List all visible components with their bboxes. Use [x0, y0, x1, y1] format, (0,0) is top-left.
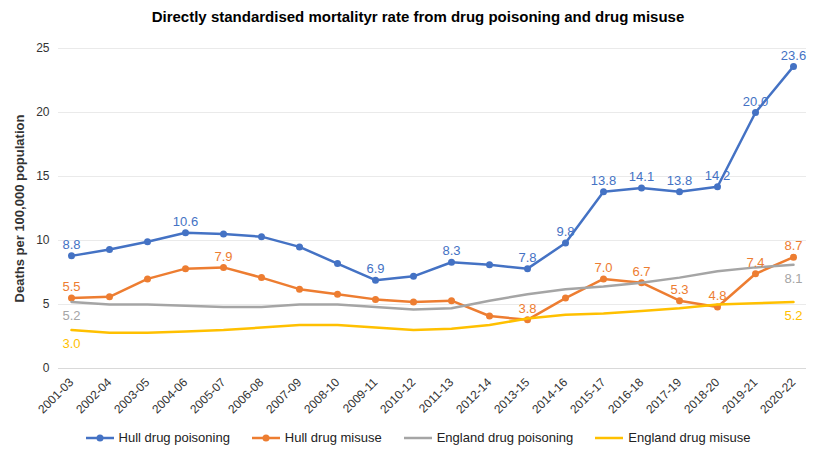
svg-text:3.0: 3.0	[62, 336, 80, 351]
svg-text:2019-21: 2019-21	[719, 375, 760, 416]
svg-text:2004-06: 2004-06	[149, 375, 190, 416]
svg-text:0: 0	[43, 361, 50, 375]
svg-text:7.8: 7.8	[518, 250, 536, 265]
html-text:England drug misuse: England drug misuse	[628, 430, 751, 445]
svg-text:2020-22: 2020-22	[757, 375, 798, 416]
svg-text:2008-10: 2008-10	[301, 375, 342, 416]
svg-text:5.3: 5.3	[670, 282, 688, 297]
svg-text:7.9: 7.9	[214, 249, 232, 264]
svg-text:14.2: 14.2	[705, 168, 730, 183]
svg-text:2013-15: 2013-15	[491, 375, 532, 416]
html-text:England drug poisoning: England drug poisoning	[436, 430, 574, 445]
svg-text:2003-05: 2003-05	[111, 375, 152, 416]
svg-text:4.8: 4.8	[708, 288, 726, 303]
svg-text:14.1: 14.1	[629, 169, 654, 184]
svg-text:2007-09: 2007-09	[263, 375, 304, 416]
svg-text:7.0: 7.0	[594, 260, 612, 275]
svg-text:2017-19: 2017-19	[643, 375, 684, 416]
svg-text:10: 10	[36, 233, 50, 247]
svg-text:8.7: 8.7	[784, 238, 802, 253]
svg-text:13.8: 13.8	[667, 173, 692, 188]
svg-text:2009-11: 2009-11	[340, 375, 381, 416]
svg-text:5.2: 5.2	[62, 308, 80, 323]
html-text:Directly standardised mortalit: Directly standardised mortalityr rate fr…	[151, 8, 685, 25]
svg-text:Deaths per 100,000 population: Deaths per 100,000 population	[12, 115, 27, 303]
html-text:Hull drug poisoning: Hull drug poisoning	[118, 430, 230, 445]
svg-text:3.8: 3.8	[518, 301, 536, 316]
svg-text:8.3: 8.3	[442, 243, 460, 258]
svg-text:20.0: 20.0	[743, 94, 768, 109]
svg-text:2005-07: 2005-07	[187, 375, 228, 416]
svg-text:2015-17: 2015-17	[567, 375, 608, 416]
svg-text:2018-20: 2018-20	[681, 375, 722, 416]
svg-text:6.9: 6.9	[366, 261, 384, 276]
svg-text:23.6: 23.6	[781, 48, 806, 63]
svg-text:8.1: 8.1	[784, 271, 802, 286]
svg-text:10.6: 10.6	[173, 214, 198, 229]
svg-text:5: 5	[43, 297, 50, 311]
svg-text:2012-14: 2012-14	[453, 375, 494, 416]
svg-text:9.8: 9.8	[556, 224, 574, 239]
svg-text:2010-12: 2010-12	[377, 375, 418, 416]
svg-text:8.8: 8.8	[62, 237, 80, 252]
svg-text:25: 25	[36, 41, 50, 55]
svg-text:2014-16: 2014-16	[529, 375, 570, 416]
svg-text:2001-03: 2001-03	[35, 375, 76, 416]
svg-text:5.5: 5.5	[62, 279, 80, 294]
svg-text:20: 20	[36, 105, 50, 119]
svg-text:13.8: 13.8	[591, 173, 616, 188]
svg-text:6.7: 6.7	[632, 264, 650, 279]
svg-text:2002-04: 2002-04	[73, 375, 114, 416]
svg-text:7.4: 7.4	[746, 255, 764, 270]
svg-text:5.2: 5.2	[784, 308, 802, 323]
html-text:Hull drug misuse: Hull drug misuse	[284, 430, 382, 445]
svg-text:2016-18: 2016-18	[605, 375, 646, 416]
svg-text:15: 15	[36, 169, 50, 183]
svg-text:2006-08: 2006-08	[225, 375, 266, 416]
svg-text:2011-13: 2011-13	[416, 375, 457, 416]
